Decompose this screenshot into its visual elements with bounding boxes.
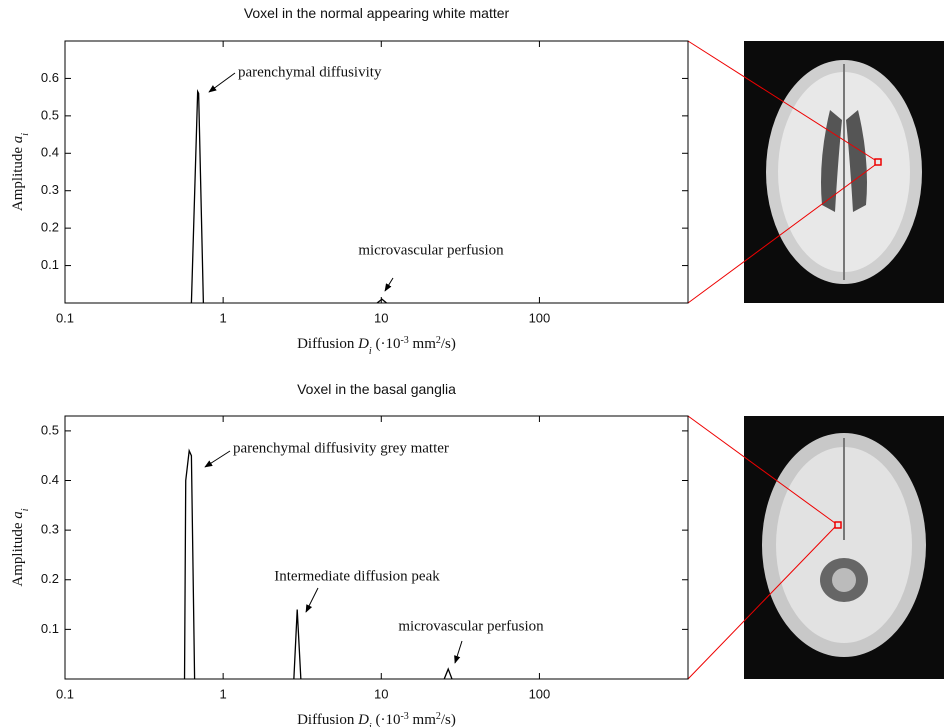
y-label-part: Amplitude	[10, 519, 26, 587]
x-label-part: (·10	[372, 336, 401, 352]
annotation: microvascular perfusion	[358, 242, 504, 258]
x-label-part: -3	[400, 335, 408, 346]
x-label-part: /s)	[441, 712, 456, 727]
y-tick-label: 0.1	[41, 257, 59, 272]
x-label-part: i	[369, 722, 372, 727]
plot-frame	[64, 40, 689, 304]
y-tick-label: 0.6	[41, 70, 59, 85]
x-label-part: i	[369, 346, 372, 357]
y-axis-label: Amplitude ai	[10, 133, 31, 211]
annotation: parenchymal diffusivity grey matter	[233, 440, 449, 456]
y-tick-label: 0.2	[41, 220, 59, 235]
x-label-part: (·10	[372, 712, 401, 727]
data-line	[190, 89, 387, 304]
y-tick-label: 0.3	[41, 182, 59, 197]
x-label-part: mm	[409, 712, 436, 727]
annotation: parenchymal diffusivity	[238, 64, 382, 80]
annotation: microvascular perfusion	[398, 618, 544, 634]
y-label-part: a	[10, 136, 26, 144]
y-label-part: Amplitude	[10, 143, 26, 211]
connector-lines	[687, 40, 876, 680]
x-tick-label: 100	[529, 310, 551, 325]
data-line	[183, 448, 453, 680]
x-tick-label: 100	[529, 686, 551, 701]
x-tick-label: 0.1	[56, 310, 74, 325]
x-axis-label: Diffusion Di (·10-3 mm2/s)	[297, 711, 456, 727]
x-label-part: /s)	[441, 336, 456, 352]
annotation: Intermediate diffusion peak	[274, 568, 440, 584]
chart: Voxel in the normal appearing white matt…	[10, 5, 689, 357]
x-label-part: D	[357, 712, 369, 727]
x-tick-label: 0.1	[56, 686, 74, 701]
y-label-part: i	[20, 133, 31, 136]
y-tick-label: 0.5	[41, 107, 59, 122]
y-axis-label: Amplitude ai	[10, 508, 31, 586]
x-tick-label: 1	[220, 310, 227, 325]
chart-title: Voxel in the basal ganglia	[297, 381, 456, 397]
x-tick-label: 10	[374, 686, 388, 701]
y-tick-label: 0.5	[41, 422, 59, 437]
x-tick-label: 1	[220, 686, 227, 701]
plot-frame	[64, 415, 689, 680]
y-tick-label: 0.4	[41, 472, 59, 487]
x-label-part: D	[357, 336, 369, 352]
y-label-part: a	[10, 511, 26, 519]
x-label-part: 2	[436, 335, 441, 346]
y-tick-label: 0.3	[41, 522, 59, 537]
y-label-part: i	[20, 508, 31, 511]
brain-image-2	[744, 416, 944, 679]
brain-image-1	[744, 41, 944, 303]
x-label-part: -3	[400, 711, 408, 722]
y-tick-label: 0.4	[41, 145, 59, 160]
x-label-part: mm	[409, 336, 436, 352]
x-label-part: Diffusion	[297, 712, 358, 727]
chart-title: Voxel in the normal appearing white matt…	[244, 5, 510, 21]
x-axis-label: Diffusion Di (·10-3 mm2/s)	[297, 335, 456, 357]
y-tick-label: 0.1	[41, 621, 59, 636]
x-label-part: 2	[436, 711, 441, 722]
x-tick-label: 10	[374, 310, 388, 325]
chart: Voxel in the basal ganglia 0.1 1 10 100 0.1 0.…	[10, 381, 689, 727]
y-tick-label: 0.2	[41, 571, 59, 586]
annotation-arrows	[204, 72, 463, 664]
x-label-part: Diffusion	[297, 336, 358, 352]
